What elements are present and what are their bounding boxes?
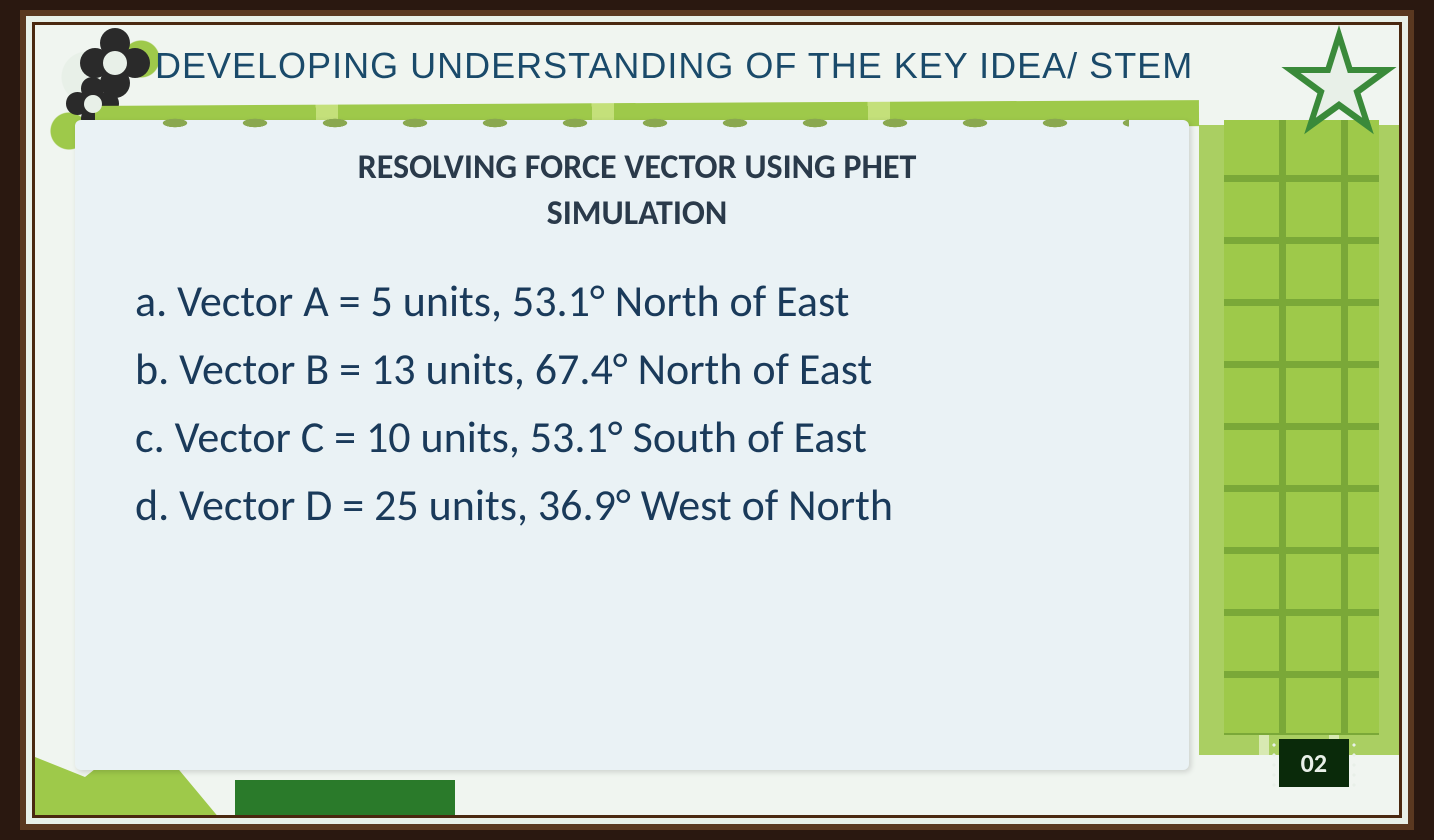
vector-item-d: d. Vector D = 25 units, 36.9° West of No… [135,471,1139,539]
subtitle-line2: SIMULATION [547,193,728,234]
corner-decoration-tr [1189,22,1402,215]
subtitle: RESOLVING FORCE VECTOR USING PHET SIMULA… [135,145,1139,237]
content-paper: RESOLVING FORCE VECTOR USING PHET SIMULA… [75,120,1189,770]
vector-item-c: c. Vector C = 10 units, 53.1° South of E… [135,403,1139,471]
vector-item-a: a. Vector A = 5 units, 53.1° North of Ea… [135,267,1139,335]
bottom-accent-decoration [235,780,455,815]
subtitle-line1: RESOLVING FORCE VECTOR USING PHET [358,147,917,188]
slide-canvas: DEVELOPING UNDERSTANDING OF THE KEY IDEA… [32,22,1402,818]
slide-header: DEVELOPING UNDERSTANDING OF THE KEY IDEA… [155,45,1219,87]
page-number-badge: 02 [1279,739,1349,787]
outer-frame: DEVELOPING UNDERSTANDING OF THE KEY IDEA… [20,10,1414,830]
vector-item-b: b. Vector B = 13 units, 67.4° North of E… [135,335,1139,403]
